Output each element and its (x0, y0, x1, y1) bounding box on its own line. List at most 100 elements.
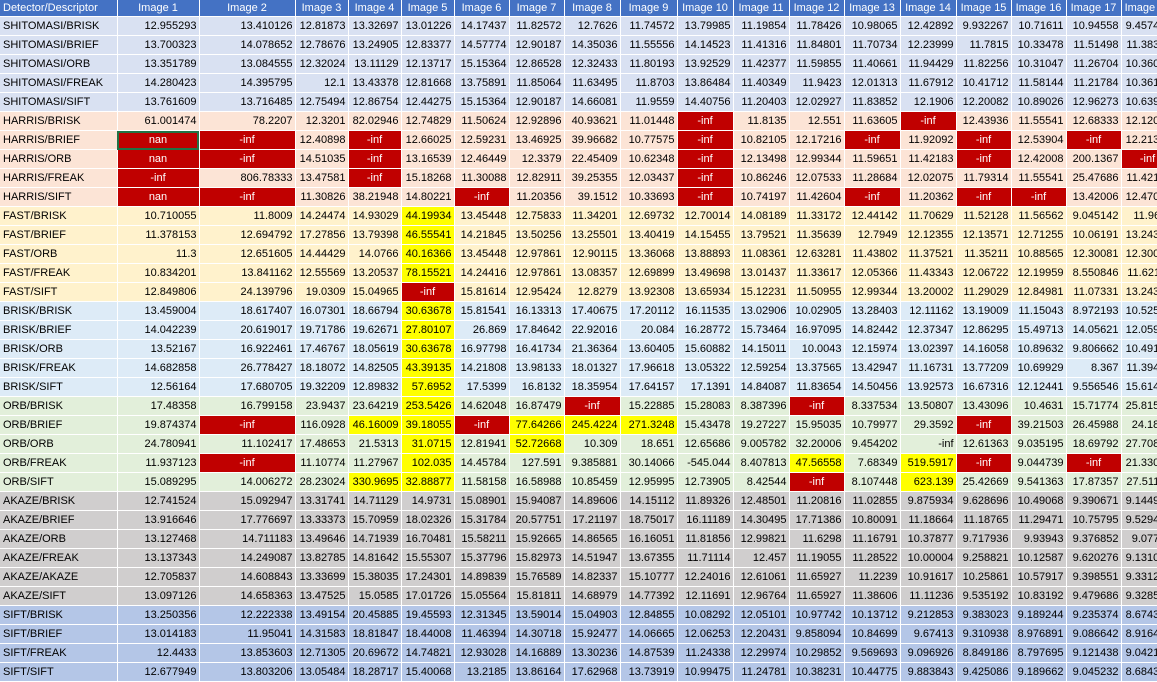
table-cell[interactable]: 13.05322 (677, 358, 734, 378)
table-cell[interactable]: 12.75494 (295, 92, 349, 112)
table-cell[interactable]: 11.38606 (844, 586, 901, 606)
table-cell[interactable]: 9.541363 (1011, 472, 1067, 492)
table-cell[interactable]: 12.30081 (1121, 244, 1157, 264)
table-cell[interactable]: nan (117, 130, 200, 150)
table-cell[interactable]: 11.28522 (844, 548, 901, 568)
table-cell[interactable]: 11.02855 (844, 491, 901, 511)
row-label[interactable]: ORB/BRIEF (0, 415, 118, 435)
table-cell[interactable]: 13.49154 (295, 605, 349, 625)
column-header-image-14[interactable]: Image 14 (900, 0, 957, 17)
table-cell[interactable]: 12.44142 (844, 206, 901, 226)
table-cell[interactable]: 14.711183 (199, 529, 296, 549)
table-cell[interactable]: 16.97798 (454, 339, 510, 359)
table-cell[interactable]: 13.24368 (1121, 225, 1157, 245)
table-cell[interactable]: 11.20362 (900, 187, 957, 207)
table-cell[interactable]: 11.42377 (733, 54, 790, 74)
table-cell[interactable]: 13.45448 (454, 206, 510, 226)
table-cell[interactable]: 12.20082 (956, 92, 1012, 112)
table-cell[interactable]: 12.694792 (199, 225, 296, 245)
table-cell[interactable]: 11.16731 (900, 358, 957, 378)
table-cell[interactable]: 623.139 (900, 472, 957, 492)
table-cell[interactable]: 14.16889 (509, 643, 565, 663)
table-cell[interactable]: 11.83852 (844, 92, 901, 112)
table-cell[interactable]: 17.46767 (295, 339, 349, 359)
table-cell[interactable]: 12.68333 (1066, 111, 1122, 131)
table-cell[interactable]: 14.682858 (117, 358, 200, 378)
table-cell[interactable]: 12.96764 (733, 586, 790, 606)
table-cell[interactable]: 11.08361 (733, 244, 790, 264)
table-cell[interactable]: 12.84981 (1011, 282, 1067, 302)
table-cell[interactable]: 18.44008 (401, 624, 455, 644)
table-cell[interactable]: 13.33699 (295, 567, 349, 587)
table-cell[interactable]: 11.21784 (1066, 73, 1122, 93)
table-cell[interactable]: 10.29852 (789, 643, 845, 663)
table-cell[interactable]: 15.18268 (401, 168, 455, 188)
table-cell[interactable]: 13.014183 (117, 624, 200, 644)
table-cell[interactable]: 12.53904 (1011, 130, 1067, 150)
table-cell[interactable]: 15.92665 (509, 529, 565, 549)
table-cell[interactable]: 12.02075 (900, 168, 957, 188)
table-cell[interactable]: 12.677949 (117, 662, 200, 682)
table-cell[interactable]: 13.86484 (677, 73, 734, 93)
table-cell[interactable]: 77.64266 (509, 415, 565, 435)
table-cell[interactable]: 26.869 (454, 320, 510, 340)
row-label[interactable]: BRISK/SIFT (0, 377, 118, 397)
table-cell[interactable]: 14.35036 (564, 35, 621, 55)
table-cell[interactable]: 12.73905 (677, 472, 734, 492)
table-cell[interactable]: 271.3248 (620, 415, 678, 435)
table-cell[interactable]: -inf (1011, 187, 1067, 207)
table-cell[interactable]: 15.92477 (564, 624, 621, 644)
table-cell[interactable]: 13.43378 (348, 73, 402, 93)
table-cell[interactable]: 11.46394 (454, 624, 510, 644)
table-cell[interactable]: 10.41712 (956, 73, 1012, 93)
column-header-image-8[interactable]: Image 8 (564, 0, 621, 17)
table-cell[interactable]: 15.04965 (348, 282, 402, 302)
table-cell[interactable]: 11.59855 (789, 54, 845, 74)
table-cell[interactable]: 10.02905 (789, 301, 845, 321)
table-cell[interactable]: 15.0585 (348, 586, 402, 606)
table-cell[interactable]: 14.30495 (733, 510, 790, 530)
table-cell[interactable]: 23.9437 (295, 396, 349, 416)
table-cell[interactable]: 17.48653 (295, 434, 349, 454)
table-cell[interactable]: 11.42183 (1121, 168, 1157, 188)
table-cell[interactable]: 14.50456 (844, 377, 901, 397)
table-cell[interactable]: 12.71255 (1011, 225, 1067, 245)
table-cell[interactable]: 14.395795 (199, 73, 296, 93)
table-cell[interactable]: 11.84801 (789, 35, 845, 55)
table-cell[interactable]: 13.86164 (509, 662, 565, 682)
table-cell[interactable]: 8.674369 (1121, 605, 1157, 625)
table-cell[interactable]: 13.01437 (733, 263, 790, 283)
table-cell[interactable]: 27.80107 (401, 320, 455, 340)
table-cell[interactable]: 14.658363 (199, 586, 296, 606)
row-label[interactable]: FAST/FREAK (0, 263, 118, 283)
table-cell[interactable]: 9.212853 (900, 605, 957, 625)
table-cell[interactable]: 11.85064 (509, 73, 565, 93)
table-cell[interactable]: 116.0928 (295, 415, 349, 435)
column-header-image-9[interactable]: Image 9 (620, 0, 678, 17)
table-cell[interactable]: 78.2207 (199, 111, 296, 131)
table-cell[interactable]: 11.43802 (844, 244, 901, 264)
table-cell[interactable]: 13.52167 (117, 339, 200, 359)
table-cell[interactable]: 9.479686 (1066, 586, 1122, 606)
table-cell[interactable]: 12.56164 (117, 377, 200, 397)
table-cell[interactable]: 12.95995 (620, 472, 678, 492)
table-cell[interactable]: 24.780941 (117, 434, 200, 454)
table-cell[interactable]: 12.32024 (295, 54, 349, 74)
table-cell[interactable]: 11.01448 (620, 111, 678, 131)
table-cell[interactable]: 19.32209 (295, 377, 349, 397)
table-cell[interactable]: 12.651605 (199, 244, 296, 264)
table-cell[interactable]: 12.551 (789, 111, 845, 131)
table-cell[interactable]: 519.5917 (900, 453, 957, 473)
table-cell[interactable]: 12.81941 (454, 434, 510, 454)
column-header-image-18[interactable]: Image 18 (1121, 0, 1157, 17)
table-cell[interactable]: -inf (956, 453, 1012, 473)
table-cell[interactable]: 82.02946 (348, 111, 402, 131)
table-cell[interactable]: 9.131061 (1121, 548, 1157, 568)
table-cell[interactable]: 13.79521 (733, 225, 790, 245)
table-cell[interactable]: 13.77209 (956, 358, 1012, 378)
table-cell[interactable]: 12.66025 (401, 130, 455, 150)
table-cell[interactable]: 14.87539 (620, 643, 678, 663)
table-cell[interactable]: 12.20431 (733, 624, 790, 644)
table-cell[interactable]: 15.12231 (733, 282, 790, 302)
table-cell[interactable]: 17.62968 (564, 662, 621, 682)
